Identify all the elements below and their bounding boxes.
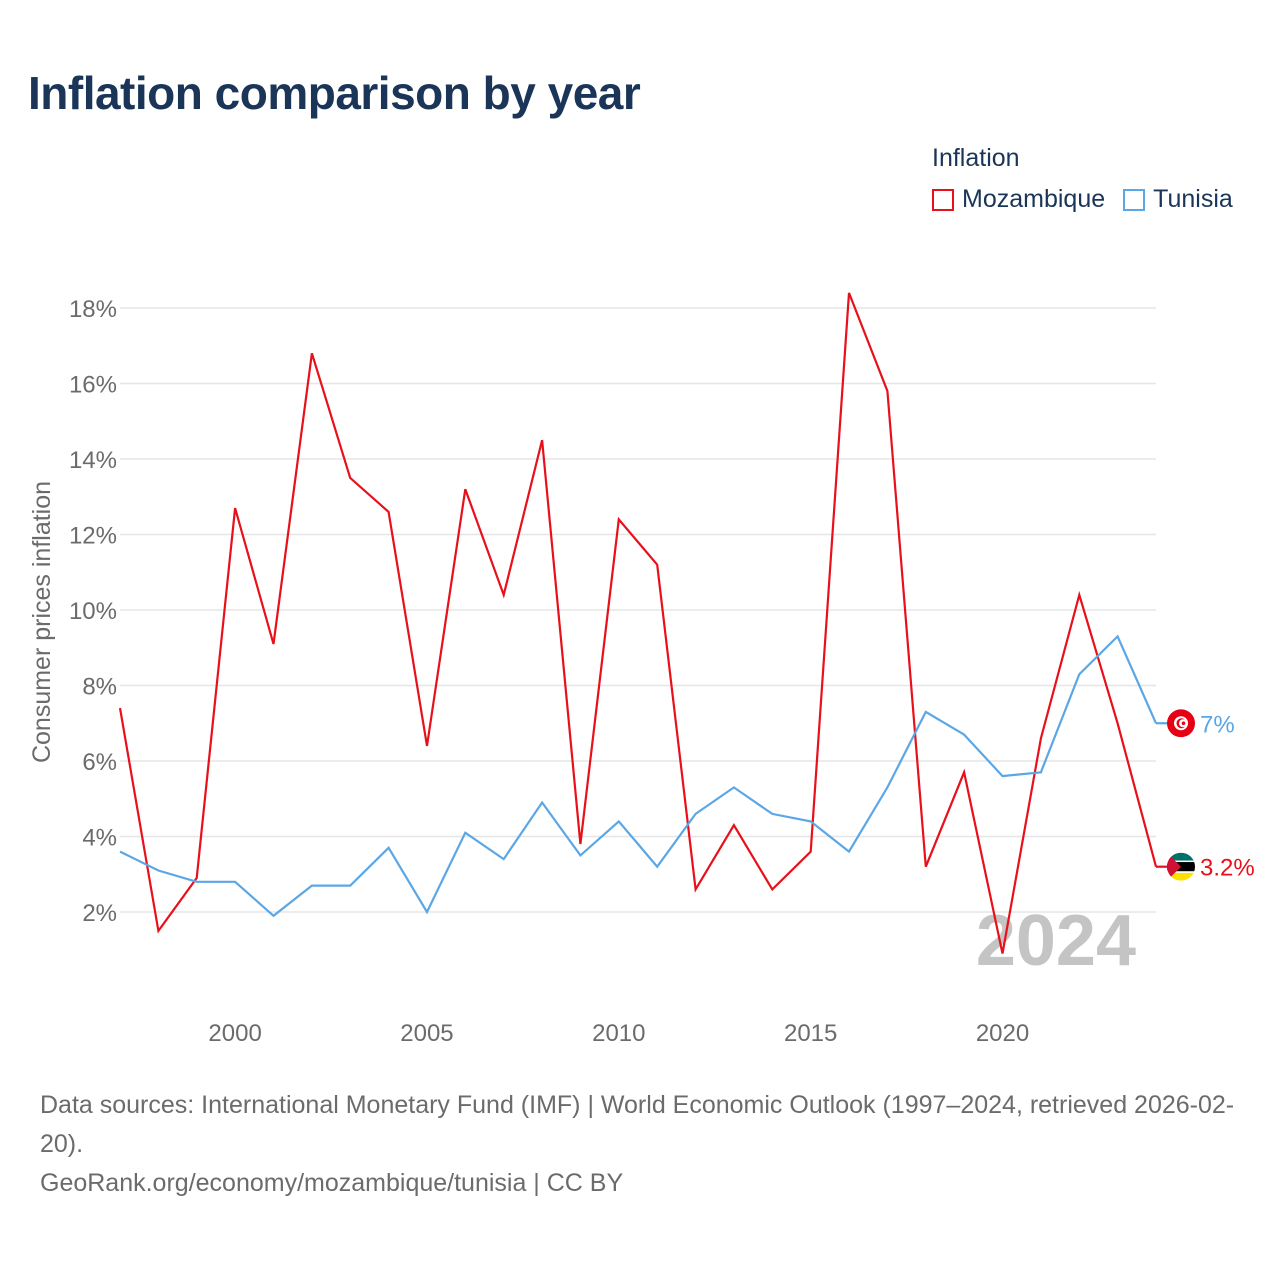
legend: Mozambique Tunisia [932,185,1233,214]
y-tick-label: 12% [69,523,117,550]
legend-item-tunisia[interactable]: Tunisia [1123,185,1233,214]
tunisia-flag-icon [1167,709,1195,738]
y-tick-label: 4% [82,825,117,852]
chart-title: Inflation comparison by year [28,67,641,119]
footer-credit[interactable]: GeoRank.org/economy/mozambique/tunisia |… [40,1169,624,1197]
y-tick-label: 10% [69,598,117,625]
y-tick-label: 6% [82,749,117,776]
x-axis-ticks: 2000 2005 2010 2015 2020 [208,1020,1029,1047]
year-watermark: 2024 [976,901,1136,981]
line-chart: 2% 4% 6% 8% 10% 12% 14% 16% 18% 2000 2005 2010 2015… [28,292,1255,1047]
y-axis-label: Consumer prices inflation [28,481,56,763]
y-tick-label: 8% [82,674,117,701]
legend-item-mozambique[interactable]: Mozambique [932,185,1105,214]
y-tick-label: 2% [82,900,117,927]
end-label-tunisia: 7% [1200,711,1235,738]
x-tick-label: 2010 [592,1020,645,1047]
series-line-tunisia[interactable] [119,634,1158,918]
x-tick-label: 2015 [784,1020,837,1047]
mozambique-flag-icon [1167,852,1195,881]
legend-label-tunisia: Tunisia [1153,185,1233,213]
gridlines [120,307,1156,913]
end-label-mozambique: 3.2% [1200,855,1255,882]
series-line-mozambique[interactable] [118,292,1158,954]
legend-swatch-tunisia [1123,188,1146,211]
footer: Data sources: International Monetary Fun… [40,1086,1250,1203]
y-tick-label: 18% [69,296,117,323]
legend-title: Inflation [932,144,1020,172]
legend-label-mozambique: Mozambique [962,185,1106,213]
end-markers: 3.2% 7% [1156,709,1255,882]
y-tick-label: 16% [69,372,117,399]
x-tick-label: 2000 [208,1020,261,1047]
x-tick-label: 2005 [400,1020,453,1047]
y-tick-label: 14% [69,447,117,474]
footer-sources: Data sources: International Monetary Fun… [40,1091,1235,1158]
x-tick-label: 2020 [976,1020,1029,1047]
series-lines [118,292,1158,954]
y-axis-ticks: 2% 4% 6% 8% 10% 12% 14% 16% 18% [69,296,117,927]
legend-swatch-mozambique [932,188,954,211]
